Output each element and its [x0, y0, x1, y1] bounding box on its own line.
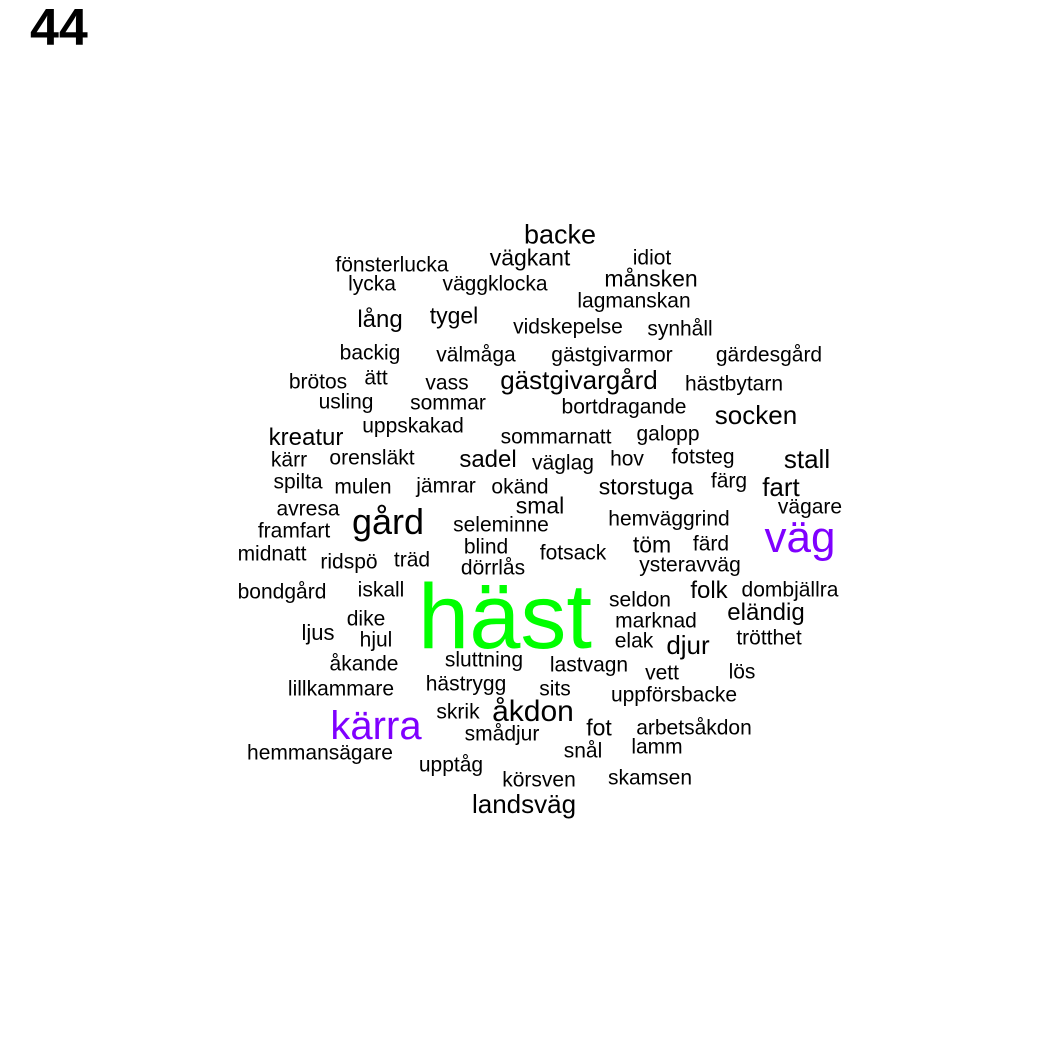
word-usling: usling	[318, 390, 374, 414]
word-hov: hov	[610, 447, 644, 471]
word-trad: träd	[393, 548, 431, 572]
word-akande: åkande	[329, 652, 399, 676]
word-vaggklocka: väggklocka	[442, 272, 548, 296]
word-gard: gård	[351, 501, 425, 542]
word-upptag: upptåg	[418, 753, 484, 777]
word-sits: sits	[539, 677, 571, 701]
word-folk: folk	[690, 577, 728, 604]
word-trotthet: trötthet	[736, 626, 802, 650]
word-los: lös	[728, 660, 756, 684]
word-ysteravvag: ysteravväg	[639, 553, 741, 577]
word-akdon: åkdon	[492, 695, 574, 728]
word-sadel: sadel	[459, 446, 517, 473]
word-mansken: månsken	[604, 265, 698, 292]
word-iskall: iskall	[357, 578, 405, 602]
word-fard: färd	[692, 532, 730, 556]
word-fot: fot	[586, 714, 612, 741]
word-hemmansagare: hemmansägare	[247, 741, 393, 765]
word-smadjur: smådjur	[464, 722, 540, 746]
word-idiot: idiot	[632, 246, 672, 270]
word-arbetsakdon: arbetsåkdon	[636, 716, 752, 740]
word-dike: dike	[346, 607, 386, 631]
word-socken: socken	[714, 400, 798, 430]
word-stall: stall	[783, 444, 831, 474]
word-marknad: marknad	[615, 609, 697, 633]
word-hastrygg: hästrygg	[425, 672, 507, 696]
word-vidskepelse: vidskepelse	[513, 315, 623, 339]
word-gardesgard: gärdesgård	[715, 343, 823, 367]
word-fart: fart	[762, 472, 800, 502]
word-galopp: galopp	[636, 422, 700, 446]
word-snal: snål	[563, 739, 603, 763]
word-karra: kärra	[330, 704, 422, 748]
word-spilta: spilta	[273, 470, 323, 494]
word-dombjallra: dombjällra	[741, 578, 839, 602]
word-vagkant: vägkant	[489, 244, 571, 271]
word-lang: lång	[357, 306, 403, 333]
word-skamsen: skamsen	[607, 766, 693, 790]
word-vag: väg	[764, 513, 836, 562]
word-backig: backig	[339, 341, 401, 365]
word-skrik: skrik	[436, 700, 480, 724]
word-tom: töm	[632, 531, 672, 558]
word-synhall: synhåll	[647, 317, 713, 341]
word-fonsterlucka: fönsterlucka	[335, 253, 449, 277]
word-vass: vass	[425, 371, 469, 395]
word-brotos: brötos	[288, 370, 348, 394]
word-att: ätt	[364, 366, 388, 390]
word-tygel: tygel	[429, 302, 479, 329]
word-framfart: framfart	[257, 519, 331, 543]
word-elak: elak	[614, 629, 654, 653]
word-uppskakad: uppskakad	[362, 414, 464, 438]
word-djur: djur	[666, 630, 710, 660]
word-okand: okänd	[491, 475, 549, 499]
word-vett: vett	[645, 661, 679, 685]
word-farg: färg	[710, 469, 748, 493]
word-hastbytarn: hästbytarn	[684, 372, 784, 396]
word-sommarnatt: sommarnatt	[500, 425, 612, 449]
word-karr: kärr	[270, 448, 308, 472]
word-lillkammare: lillkammare	[287, 677, 395, 701]
word-valmaga: välmåga	[436, 343, 516, 367]
word-gastgivargard: gästgivargård	[500, 365, 658, 395]
word-dorrlas: dörrlås	[460, 556, 526, 580]
word-fotsteg: fotsteg	[671, 445, 735, 469]
word-kreatur: kreatur	[268, 424, 344, 451]
word-ljus: ljus	[301, 620, 335, 645]
word-lycka: lycka	[348, 272, 396, 296]
word-backe: backe	[523, 219, 597, 250]
word-hjul: hjul	[359, 628, 393, 652]
word-vagare: vägare	[777, 495, 843, 519]
word-sluttning: sluttning	[444, 648, 524, 672]
figure-number: 44	[30, 0, 88, 57]
word-mulen: mulen	[334, 475, 392, 499]
word-vaglag: väglag	[532, 451, 594, 475]
word-jamrar: jämrar	[416, 474, 476, 498]
word-lagmanskan: lagmanskan	[577, 289, 691, 313]
word-bondgard: bondgård	[237, 580, 327, 604]
word-uppforsbacke: uppförsbacke	[610, 683, 738, 707]
word-lamm: lamm	[631, 735, 683, 759]
word-seldon: seldon	[609, 588, 671, 612]
word-elandig: eländig	[727, 599, 805, 626]
word-bortdragande: bortdragande	[561, 395, 687, 419]
word-korsven: körsven	[502, 768, 576, 792]
word-storstuga: storstuga	[598, 473, 694, 500]
word-smal: smal	[515, 492, 565, 519]
word-lastvagn: lastvagn	[549, 653, 629, 677]
word-seleminne: seleminne	[453, 513, 549, 537]
word-hast: häst	[418, 566, 592, 668]
word-blind: blind	[463, 535, 509, 559]
word-sommar: sommar	[410, 391, 486, 415]
word-orenslakt: orensläkt	[329, 446, 415, 470]
word-avresa: avresa	[276, 497, 340, 521]
word-ridspo: ridspö	[320, 550, 378, 574]
word-hemvaggrind: hemväggrind	[608, 507, 730, 531]
word-gastgivarmor: gästgivarmor	[551, 343, 673, 367]
word-landsvag: landsväg	[471, 789, 577, 819]
word-midnatt: midnatt	[237, 542, 307, 566]
word-fotsack: fotsack	[539, 541, 607, 565]
